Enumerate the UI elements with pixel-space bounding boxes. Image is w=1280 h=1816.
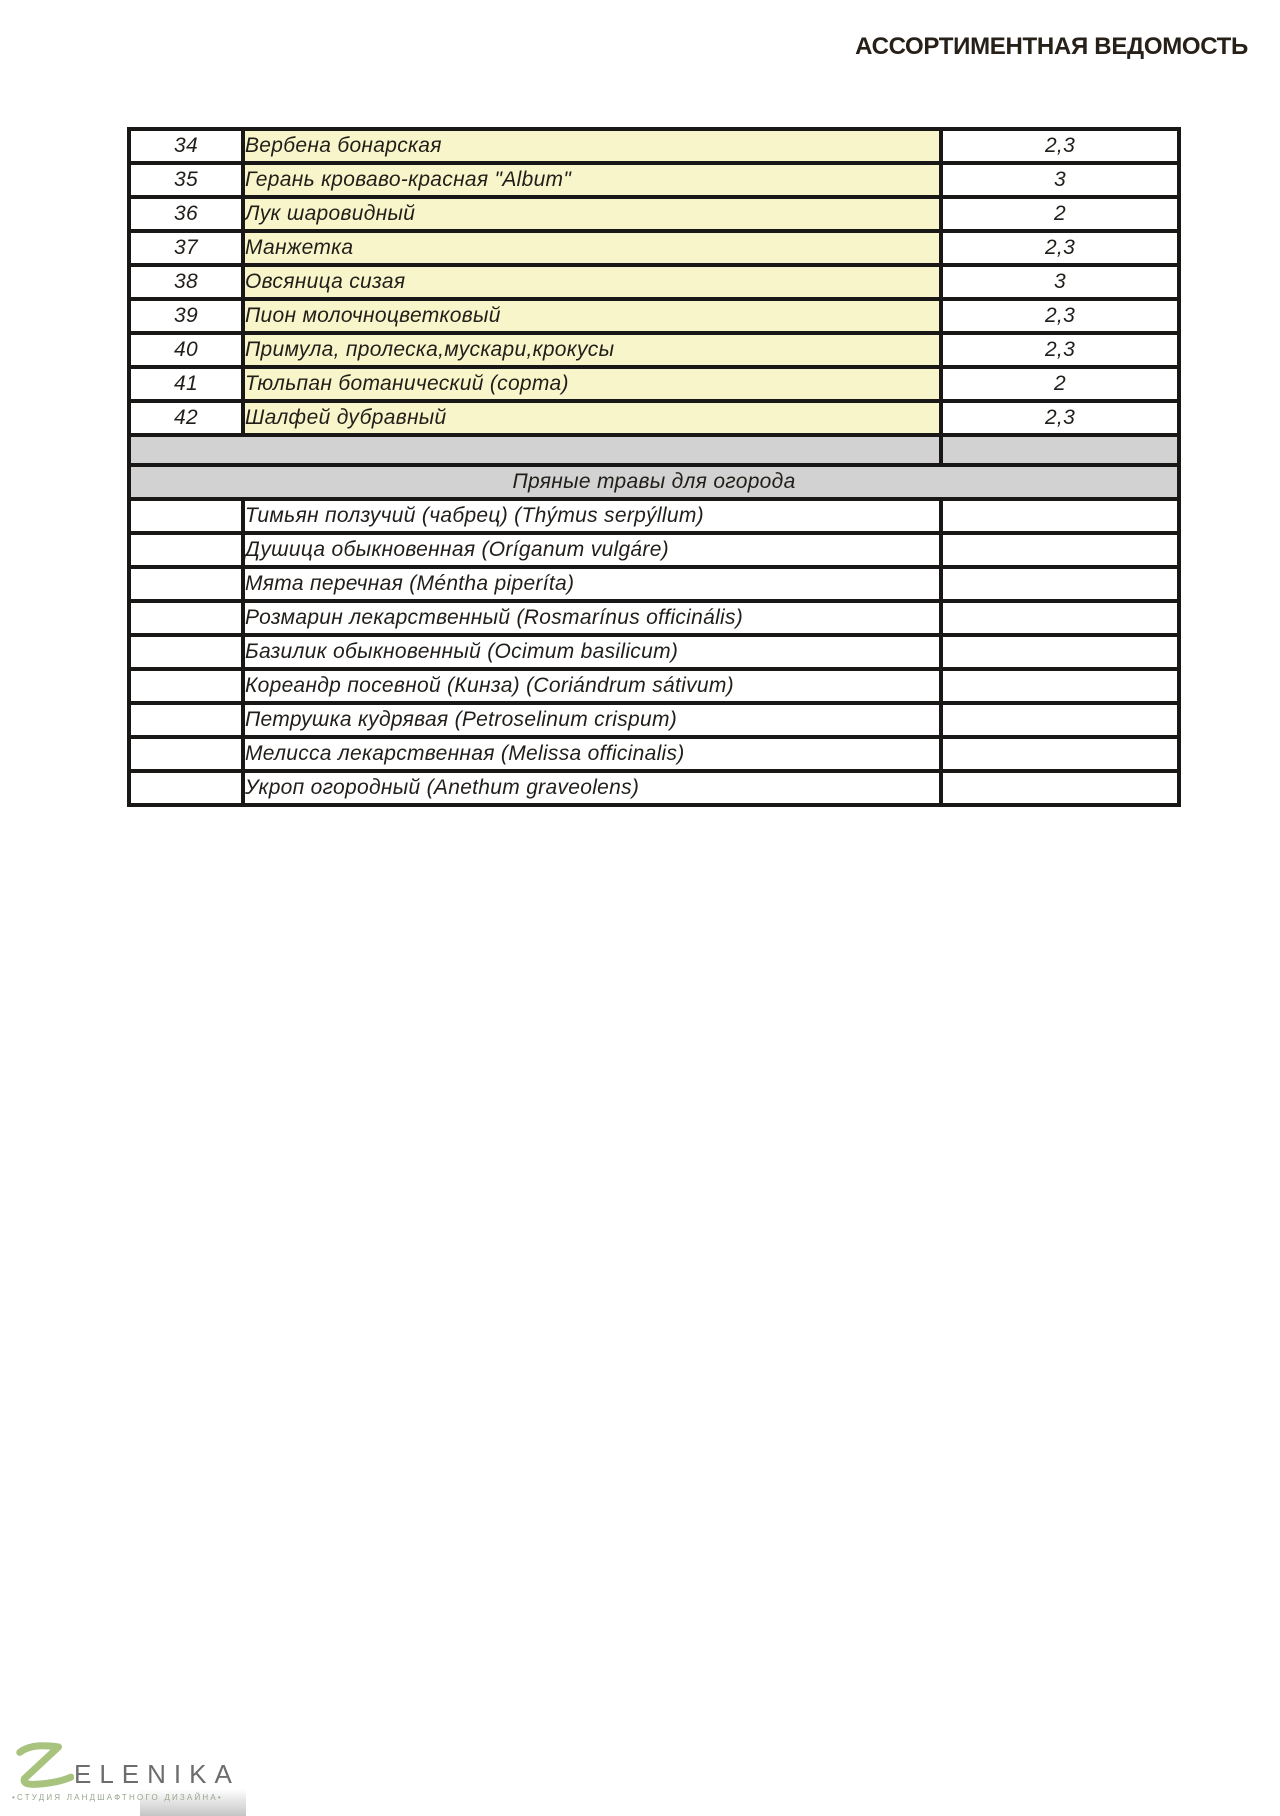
row-value-cell: 2,3 xyxy=(939,399,1181,437)
row-number-cell xyxy=(127,497,245,535)
row-value-cell xyxy=(939,531,1181,569)
row-value-cell xyxy=(939,735,1181,773)
table-row: 34 Вербена бонарская 2,3 xyxy=(127,127,1181,165)
table-row: 41 Тюльпан ботанический (сорта) 2 xyxy=(127,365,1181,403)
section-header: Пряные травы для огорода xyxy=(127,463,1181,501)
row-value-cell xyxy=(939,701,1181,739)
herb-name-cell: Укроп огородный (Anethum graveolens) xyxy=(241,769,943,807)
table-row: 38 Овсяница сизая 3 xyxy=(127,263,1181,301)
plant-name-cell: Вербена бонарская xyxy=(241,127,943,165)
table-row: 42 Шалфей дубравный 2,3 xyxy=(127,399,1181,437)
plant-name-cell: Манжетка xyxy=(241,229,943,267)
logo-tagline: •СТУДИЯ ЛАНДШАФТНОГО ДИЗАЙНА• xyxy=(12,1793,223,1802)
table-row: 37 Манжетка 2,3 xyxy=(127,229,1181,267)
row-value-cell: 2,3 xyxy=(939,229,1181,267)
row-number-cell: 42 xyxy=(127,399,245,437)
herb-name-cell: Базилик обыкновенный (Ocimum basilicum) xyxy=(241,633,943,671)
row-number-cell: 38 xyxy=(127,263,245,301)
zelenika-z-icon xyxy=(16,1742,74,1788)
page-title: АССОРТИМЕНТНАЯ ВЕДОМОСТЬ xyxy=(855,33,1248,60)
plant-name-cell: Овсяница сизая xyxy=(241,263,943,301)
row-number-cell xyxy=(127,701,245,739)
scan-shadow-artifact xyxy=(140,1789,246,1816)
table-row: 35 Герань кроваво-красная "Album" 3 xyxy=(127,161,1181,199)
empty-gray-cell xyxy=(939,433,1181,467)
row-value-cell: 2,3 xyxy=(939,127,1181,165)
row-number-cell: 36 xyxy=(127,195,245,233)
plant-name-cell: Примула, пролеска,мускари,крокусы xyxy=(241,331,943,369)
table-row: Укроп огородный (Anethum graveolens) xyxy=(127,769,1181,807)
zelenika-logo: ELENIKA •СТУДИЯ ЛАНДШАФТНОГО ДИЗАЙНА• xyxy=(12,1738,252,1802)
table-row: Петрушка кудрявая (Petroselinum crispum) xyxy=(127,701,1181,739)
table-row: Тимьян ползучий (чабрец) (Thýmus serpýll… xyxy=(127,497,1181,535)
row-number-cell: 35 xyxy=(127,161,245,199)
table-row: Мята перечная (Méntha piperíta) xyxy=(127,565,1181,603)
herb-name-cell: Петрушка кудрявая (Petroselinum crispum) xyxy=(241,701,943,739)
row-value-cell: 3 xyxy=(939,161,1181,199)
plant-name-cell: Шалфей дубравный xyxy=(241,399,943,437)
assortment-table: 34 Вербена бонарская 2,3 35 Герань крова… xyxy=(127,127,1181,807)
row-value-cell: 2 xyxy=(939,195,1181,233)
herb-name-cell: Мелисса лекарственная (Melissa officinal… xyxy=(241,735,943,773)
table-row: Мелисса лекарственная (Melissa officinal… xyxy=(127,735,1181,773)
table-row: Базилик обыкновенный (Ocimum basilicum) xyxy=(127,633,1181,671)
plant-name-cell: Лук шаровидный xyxy=(241,195,943,233)
row-value-cell xyxy=(939,769,1181,807)
row-value-cell: 2 xyxy=(939,365,1181,403)
row-number-cell xyxy=(127,769,245,807)
herb-name-cell: Душица обыкновенная (Oríganum vulgáre) xyxy=(241,531,943,569)
table-row: 36 Лук шаровидный 2 xyxy=(127,195,1181,233)
row-value-cell: 2,3 xyxy=(939,297,1181,335)
herb-name-cell: Кореандр посевной (Кинза) (Coriándrum sá… xyxy=(241,667,943,705)
row-number-cell xyxy=(127,735,245,773)
empty-gray-row xyxy=(127,433,1181,467)
section-header-row: Пряные травы для огорода xyxy=(127,463,1181,501)
row-number-cell xyxy=(127,565,245,603)
row-value-cell xyxy=(939,497,1181,535)
herb-name-cell: Мята перечная (Méntha piperíta) xyxy=(241,565,943,603)
row-number-cell: 39 xyxy=(127,297,245,335)
row-value-cell xyxy=(939,599,1181,637)
row-number-cell xyxy=(127,599,245,637)
table-row: Душица обыкновенная (Oríganum vulgáre) xyxy=(127,531,1181,569)
row-number-cell xyxy=(127,531,245,569)
row-number-cell: 40 xyxy=(127,331,245,369)
plant-name-cell: Пион молочноцветковый xyxy=(241,297,943,335)
plant-name-cell: Герань кроваво-красная "Album" xyxy=(241,161,943,199)
row-number-cell xyxy=(127,633,245,671)
row-number-cell xyxy=(127,667,245,705)
herb-name-cell: Розмарин лекарственный (Rosmarínus offic… xyxy=(241,599,943,637)
table-row: Кореандр посевной (Кинза) (Coriándrum sá… xyxy=(127,667,1181,705)
row-value-cell xyxy=(939,565,1181,603)
plant-name-cell: Тюльпан ботанический (сорта) xyxy=(241,365,943,403)
table-row: 39 Пион молочноцветковый 2,3 xyxy=(127,297,1181,335)
table-row: Розмарин лекарственный (Rosmarínus offic… xyxy=(127,599,1181,637)
herb-name-cell: Тимьян ползучий (чабрец) (Thýmus serpýll… xyxy=(241,497,943,535)
row-value-cell: 2,3 xyxy=(939,331,1181,369)
row-value-cell xyxy=(939,633,1181,671)
table-row: 40 Примула, пролеска,мускари,крокусы 2,3 xyxy=(127,331,1181,369)
row-value-cell: 3 xyxy=(939,263,1181,301)
logo-wordmark: ELENIKA xyxy=(74,1759,240,1789)
row-value-cell xyxy=(939,667,1181,705)
row-number-cell: 34 xyxy=(127,127,245,165)
row-number-cell: 41 xyxy=(127,365,245,403)
row-number-cell: 37 xyxy=(127,229,245,267)
empty-gray-cell xyxy=(127,433,943,467)
